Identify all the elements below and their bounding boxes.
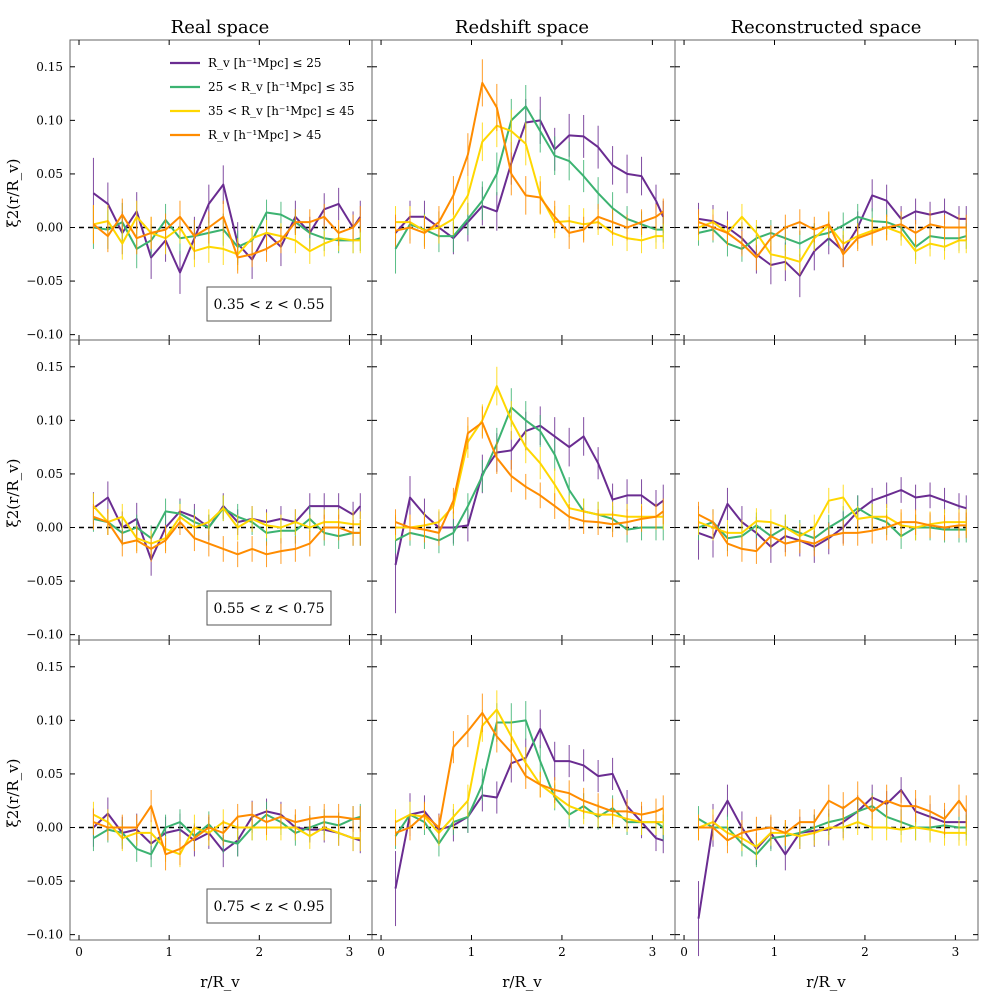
- series-line: [698, 215, 967, 263]
- x-tick-label: 0: [75, 945, 83, 959]
- x-tick-label: 3: [346, 945, 354, 959]
- x-tick-label: 2: [558, 945, 566, 959]
- y-tick-label: 0.15: [36, 660, 63, 674]
- series-line: [92, 213, 362, 259]
- redshift-bin-box-row-2: 0.55 < z < 0.75: [206, 590, 332, 626]
- legend-entry-2: 35 < R_v [h⁻¹Mpc] ≤ 45: [208, 104, 354, 118]
- series-line: [698, 221, 967, 259]
- y-tick-label: 0.10: [36, 113, 63, 127]
- redshift-bin-label-row-3: 0.75 < z < 0.95: [214, 899, 325, 915]
- x-tick-label: 1: [165, 945, 173, 959]
- panel-r0-c0: −0.10 −0.05 0.00 0.05 0.10 0.15: [26, 39, 373, 342]
- series-3: [395, 59, 664, 249]
- redshift-bin-box-row-3: 0.75 < z < 0.95: [206, 888, 332, 924]
- series-line: [697, 789, 967, 919]
- y-tick-label: −0.05: [26, 274, 63, 288]
- panel-r2-c2: 0 1 2 3: [674, 639, 979, 959]
- y-tick-label: 0.05: [36, 467, 63, 481]
- panel-r1-c2: [674, 339, 979, 641]
- series-line: [395, 81, 664, 234]
- y-tick-label: 0.15: [36, 60, 63, 74]
- x-axis-label-col-3: r/R_v: [806, 973, 846, 991]
- series-line: [395, 708, 664, 834]
- column-title-real-space: Real space: [171, 17, 270, 38]
- y-axis-label-row-2: ξ2(r/R_v): [4, 458, 22, 527]
- series-3: [698, 781, 968, 854]
- y-tick-label: 0.00: [36, 821, 63, 835]
- series-3: [92, 198, 362, 274]
- y-tick-label: −0.05: [26, 574, 63, 588]
- y-axis-label-row-1: ξ2(r/R_v): [4, 158, 22, 227]
- x-tick-label: 1: [771, 945, 779, 959]
- series-line: [395, 406, 664, 542]
- series-line: [395, 711, 664, 834]
- series-line: [92, 496, 362, 561]
- series-line: [698, 796, 968, 842]
- x-tick-label: 1: [468, 945, 476, 959]
- x-tick-label: 2: [861, 945, 869, 959]
- panel-r2-c0: −0.10 −0.05 0.00 0.05 0.10 0.15 0 1 2 3: [26, 639, 373, 959]
- y-tick-label: 0.00: [36, 221, 63, 235]
- series-line: [93, 215, 361, 256]
- series-line: [698, 821, 967, 848]
- series-line: [698, 513, 967, 553]
- series-line: [394, 719, 664, 845]
- y-tick-label: −0.10: [26, 928, 63, 942]
- series-line: [698, 194, 967, 277]
- y-tick-label: −0.05: [26, 874, 63, 888]
- y-tick-label: 0.10: [36, 413, 63, 427]
- series-line: [395, 124, 664, 242]
- x-axis-label-col-2: r/R_v: [502, 973, 542, 991]
- x-axis-label-col-1: r/R_v: [200, 973, 240, 991]
- y-axis-label-row-3: ξ2(r/R_v): [4, 758, 22, 827]
- series-line: [93, 515, 361, 556]
- y-tick-label: 0.00: [36, 521, 63, 535]
- series-line: [395, 421, 664, 534]
- column-title-reconstructed-space: Reconstructed space: [731, 17, 922, 38]
- panel-grid: −0.10 −0.05 0.00 0.05 0.10 0.15 −0.10 −0.05 0.00…: [26, 39, 979, 959]
- y-tick-label: 0.15: [36, 360, 63, 374]
- x-tick-label: 0: [680, 945, 688, 959]
- series-line: [92, 813, 361, 856]
- series-line: [395, 385, 664, 529]
- series-3: [92, 790, 361, 871]
- series-line: [394, 119, 665, 240]
- legend-entry-0: R_v [h⁻¹Mpc] ≤ 25: [208, 56, 322, 70]
- panel-frame: [674, 639, 979, 941]
- series-line: [394, 105, 664, 250]
- y-tick-label: −0.10: [26, 628, 63, 642]
- legend: R_v [h⁻¹Mpc] ≤ 25 25 < R_v [h⁻¹Mpc] ≤ 35…: [170, 56, 354, 142]
- x-tick-label: 3: [952, 945, 960, 959]
- legend-entry-1: 25 < R_v [h⁻¹Mpc] ≤ 35: [208, 80, 354, 94]
- x-tick-label: 3: [649, 945, 657, 959]
- series-line: [697, 805, 967, 856]
- series-3: [395, 406, 664, 546]
- column-title-redshift-space: Redshift space: [455, 17, 589, 38]
- redshift-bin-box-row-1: 0.35 < z < 0.55: [206, 286, 332, 322]
- series-line: [698, 507, 967, 540]
- redshift-bin-label-row-1: 0.35 < z < 0.55: [214, 297, 325, 313]
- redshift-bin-label-row-2: 0.55 < z < 0.75: [214, 601, 325, 617]
- series-3: [698, 209, 967, 271]
- series-3: [698, 501, 967, 564]
- y-tick-label: −0.10: [26, 328, 63, 342]
- legend-entry-3: R_v [h⁻¹Mpc] > 45: [208, 128, 322, 142]
- x-tick-label: 2: [255, 945, 263, 959]
- panel-r0-c1: [371, 39, 676, 341]
- y-tick-label: 0.05: [36, 767, 63, 781]
- series-line: [93, 805, 361, 856]
- y-tick-label: 0.05: [36, 167, 63, 181]
- series-line: [698, 489, 967, 548]
- series-line: [92, 505, 361, 545]
- y-tick-label: 0.10: [36, 713, 63, 727]
- series-3: [92, 503, 361, 568]
- panel-r0-c2: [674, 39, 979, 341]
- x-tick-label: 0: [377, 945, 385, 959]
- series-3: [395, 693, 664, 846]
- panel-r2-c1: 0 1 2 3: [371, 639, 676, 959]
